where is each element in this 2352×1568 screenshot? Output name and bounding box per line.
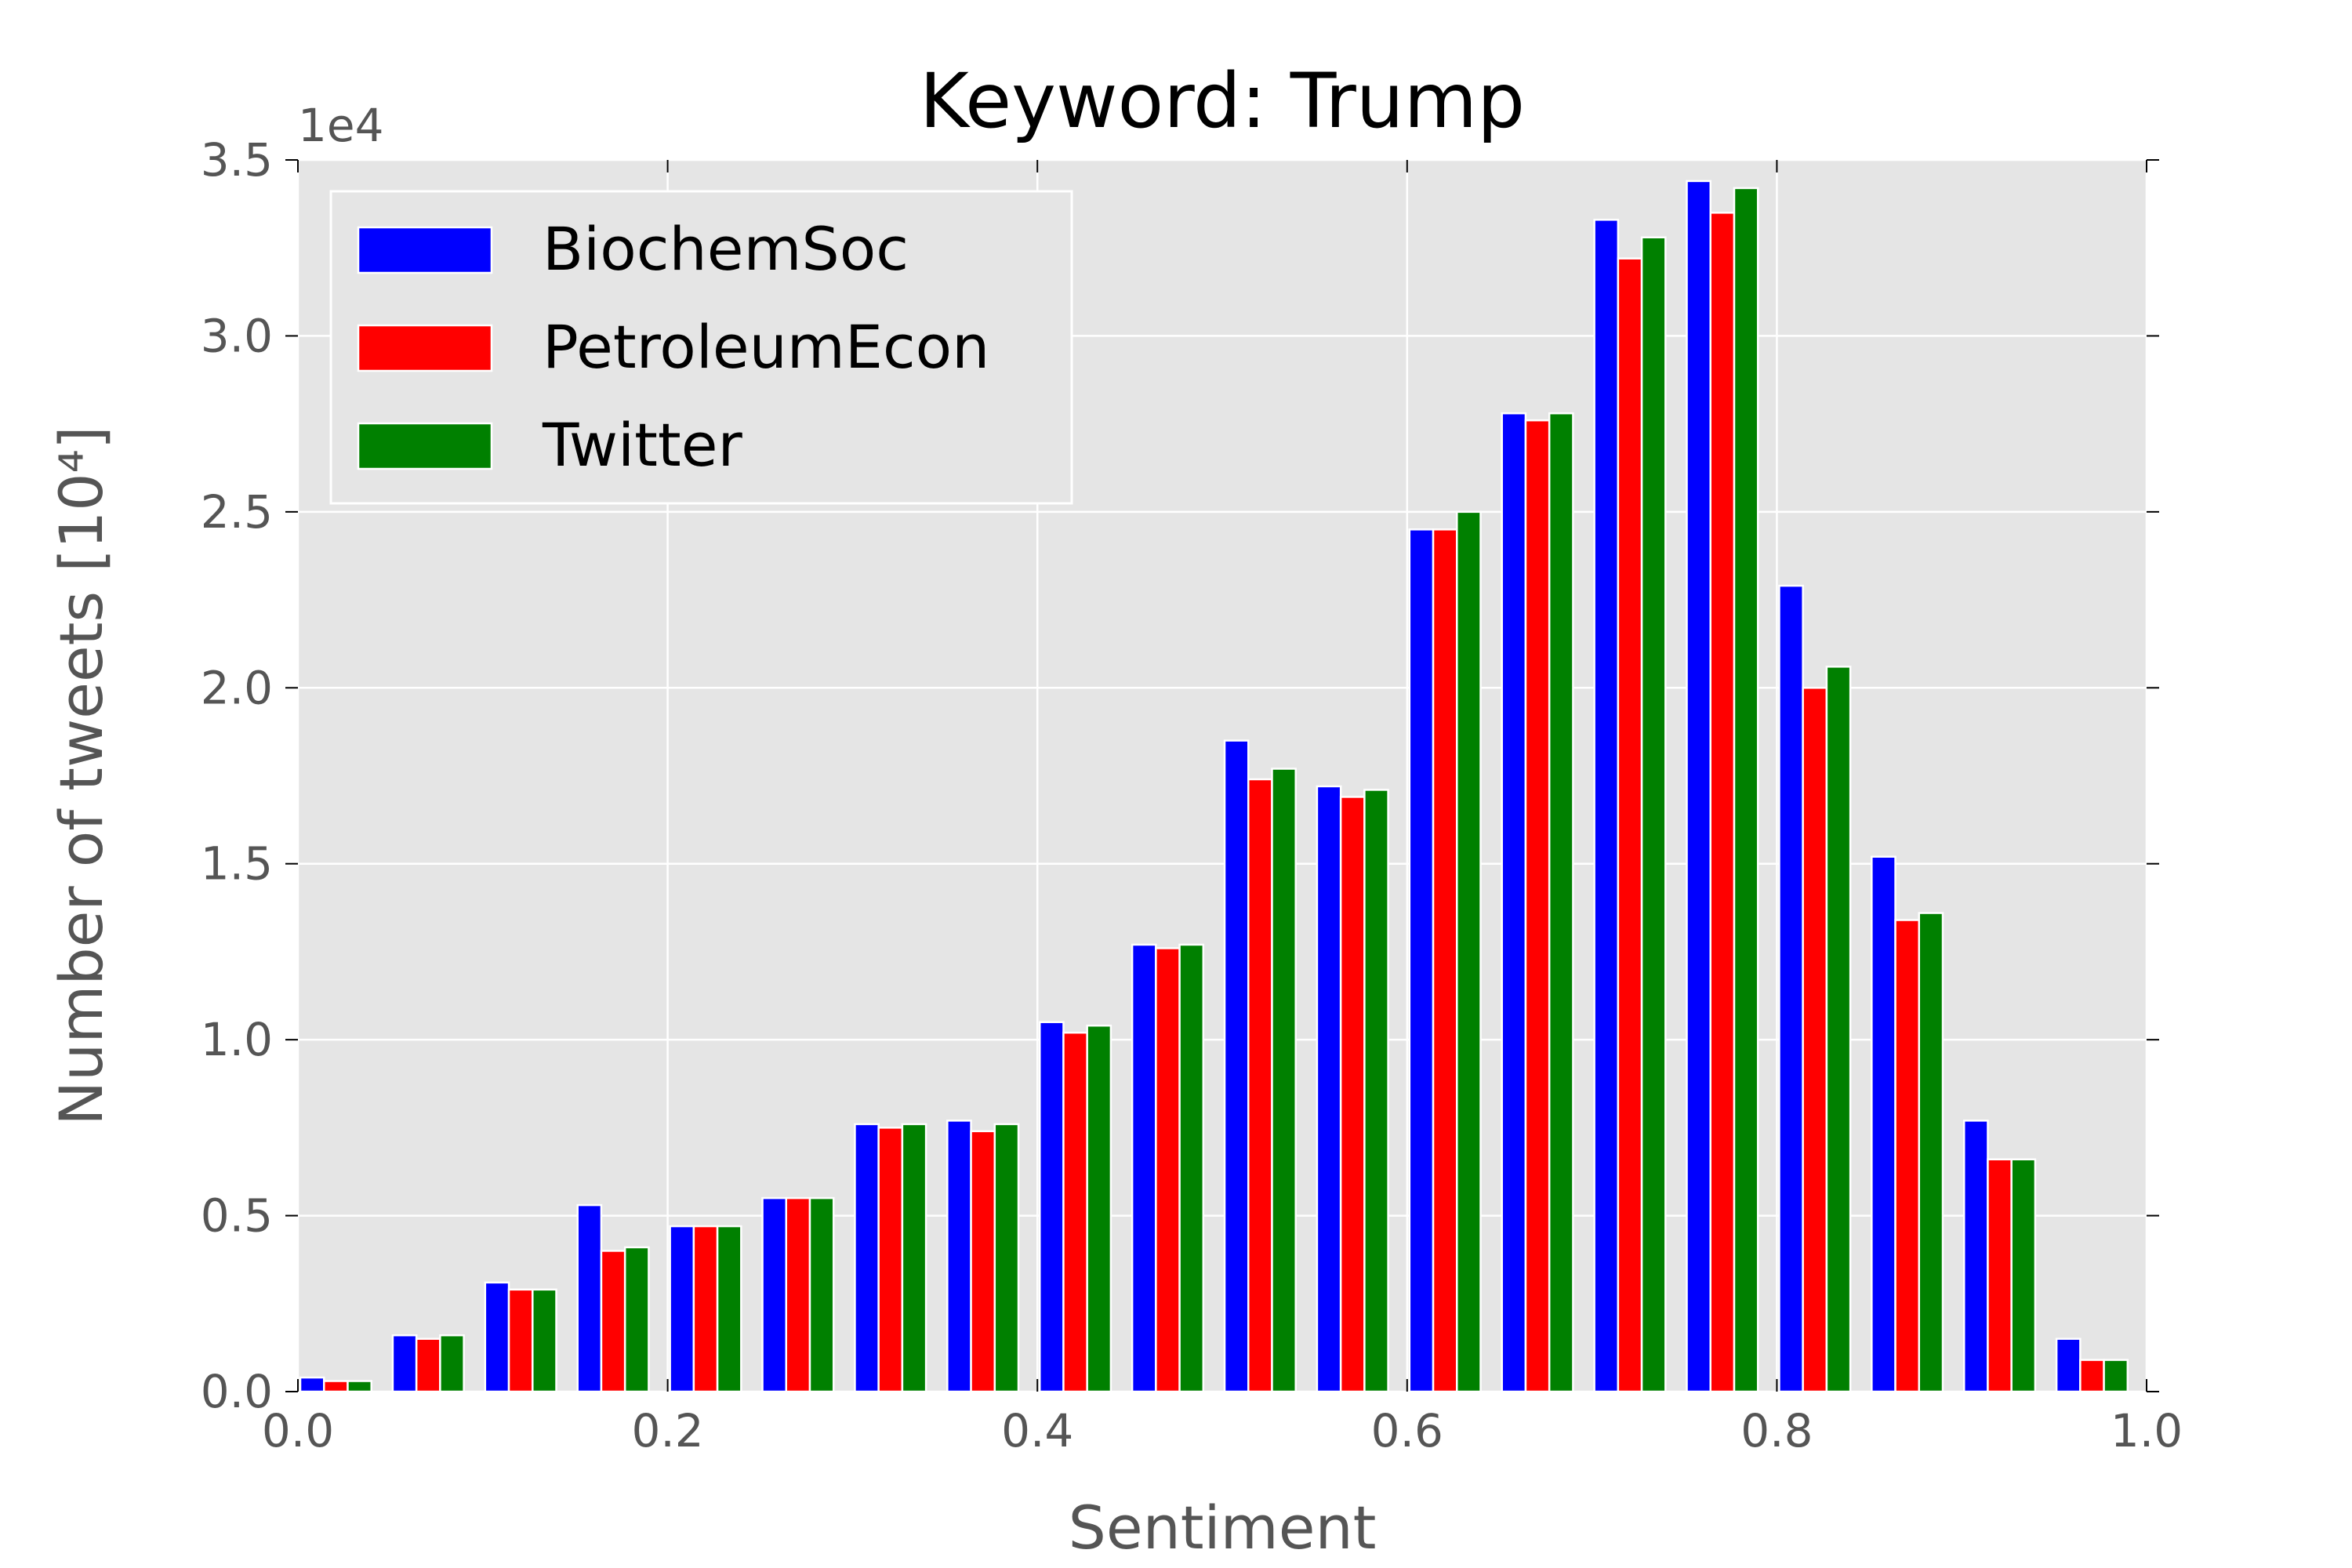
bar-biochemsoc-17: [1871, 855, 1896, 1393]
bar-biochemsoc-14: [1593, 219, 1620, 1393]
legend-swatch-biochemsoc: [357, 226, 493, 274]
ticks: 0.0 0.2 0.4 0.6 0.8 1.0 0.0 0.5 1.0 1.5 2.0 2.5 3.0 3…: [201, 133, 2183, 1457]
bar-biochemsoc-4: [669, 1225, 695, 1393]
bar-petroleumecon-1: [415, 1338, 441, 1393]
y-offset-label: 1e4: [298, 99, 384, 152]
y-tick-label: 0.0: [201, 1365, 273, 1418]
chart-title: Keyword: Trump: [920, 57, 1525, 145]
bar-biochemsoc-3: [576, 1203, 603, 1393]
x-tick-label: 0.8: [1740, 1404, 1813, 1457]
y-tick-label: 3.5: [201, 133, 273, 187]
bar-petroleumecon-19: [2079, 1359, 2105, 1393]
bar-twitter-10: [1271, 768, 1297, 1393]
bar-twitter-9: [1178, 943, 1205, 1393]
bar-biochemsoc-12: [1408, 528, 1435, 1393]
bar-petroleumecon-3: [600, 1250, 626, 1393]
x-tick-label: 0.4: [1001, 1404, 1073, 1457]
legend-swatch-twitter: [357, 422, 493, 470]
bar-biochemsoc-11: [1316, 785, 1342, 1393]
bar-petroleumecon-13: [1524, 419, 1551, 1393]
bar-petroleumecon-5: [785, 1196, 811, 1393]
bar-petroleumecon-6: [877, 1127, 904, 1393]
bar-biochemsoc-2: [484, 1281, 510, 1393]
bar-twitter-8: [1086, 1024, 1112, 1393]
bar-twitter-11: [1363, 789, 1389, 1393]
bar-twitter-16: [1825, 666, 1852, 1393]
x-tick-label: 1.0: [2111, 1404, 2183, 1457]
bar-petroleumecon-10: [1247, 778, 1273, 1393]
bar-petroleumecon-16: [1802, 687, 1828, 1393]
bar-biochemsoc-9: [1131, 943, 1157, 1393]
bar-biochemsoc-0: [299, 1376, 325, 1393]
bar-petroleumecon-14: [1617, 257, 1643, 1393]
bar-twitter-14: [1640, 236, 1667, 1393]
bar-twitter-0: [347, 1380, 372, 1393]
y-tick-label: 2.0: [201, 661, 273, 714]
y-tick-label: 1.0: [201, 1013, 273, 1066]
bar-petroleumecon-12: [1432, 528, 1458, 1393]
bar-petroleumecon-9: [1155, 947, 1181, 1393]
y-tick-label: 2.5: [201, 485, 273, 539]
bar-petroleumecon-15: [1709, 212, 1736, 1393]
bar-twitter-5: [808, 1196, 835, 1393]
x-axis-label: Sentiment: [1069, 1493, 1377, 1563]
bar-twitter-15: [1733, 187, 1759, 1393]
legend-label-twitter: Twitter: [542, 410, 742, 480]
bar-petroleumecon-2: [507, 1288, 534, 1393]
legend-swatch-petroleumecon: [357, 324, 493, 372]
bar-twitter-7: [993, 1123, 1020, 1393]
bar-petroleumecon-0: [323, 1380, 349, 1393]
legend: BiochemSoc PetroleumEcon Twitter: [329, 190, 1073, 505]
bar-twitter-3: [623, 1246, 650, 1393]
bar-biochemsoc-7: [946, 1120, 972, 1393]
bar-petroleumecon-18: [1987, 1158, 2013, 1393]
bar-petroleumecon-4: [692, 1225, 719, 1393]
legend-label-petroleumecon: PetroleumEcon: [543, 312, 989, 382]
bar-biochemsoc-15: [1686, 180, 1712, 1393]
bar-twitter-17: [1918, 912, 1944, 1393]
bars: [299, 180, 2129, 1393]
bar-biochemsoc-10: [1223, 739, 1250, 1393]
bar-biochemsoc-5: [761, 1196, 788, 1393]
bar-twitter-4: [716, 1225, 742, 1393]
y-tick-label: 0.5: [201, 1189, 273, 1243]
bar-petroleumecon-8: [1062, 1031, 1088, 1393]
x-tick-label: 0.2: [631, 1404, 703, 1457]
bar-twitter-1: [439, 1334, 465, 1393]
bar-twitter-6: [901, 1123, 927, 1393]
legend-label-biochemsoc: BiochemSoc: [543, 214, 909, 284]
bar-twitter-2: [532, 1288, 557, 1393]
x-tick-label: 0.0: [262, 1404, 334, 1457]
bar-biochemsoc-19: [2055, 1338, 2082, 1393]
bar-twitter-19: [2103, 1359, 2129, 1393]
bar-twitter-18: [2010, 1158, 2037, 1393]
bar-petroleumecon-11: [1339, 796, 1366, 1393]
bar-biochemsoc-1: [391, 1334, 418, 1393]
y-tick-label: 1.5: [201, 837, 273, 891]
bar-biochemsoc-18: [1962, 1120, 1989, 1393]
y-tick-label: 3.0: [201, 309, 273, 362]
bar-biochemsoc-16: [1778, 584, 1804, 1393]
y-axis-label: Number of tweets [10⁴]: [46, 426, 116, 1125]
bar-biochemsoc-8: [1038, 1021, 1065, 1393]
bar-petroleumecon-7: [970, 1130, 996, 1393]
bar-petroleumecon-17: [1894, 919, 1921, 1393]
bar-biochemsoc-13: [1501, 412, 1527, 1393]
bar-twitter-12: [1456, 510, 1482, 1393]
bar-twitter-13: [1548, 412, 1574, 1393]
x-tick-label: 0.6: [1371, 1404, 1443, 1457]
bar-biochemsoc-6: [854, 1123, 880, 1393]
